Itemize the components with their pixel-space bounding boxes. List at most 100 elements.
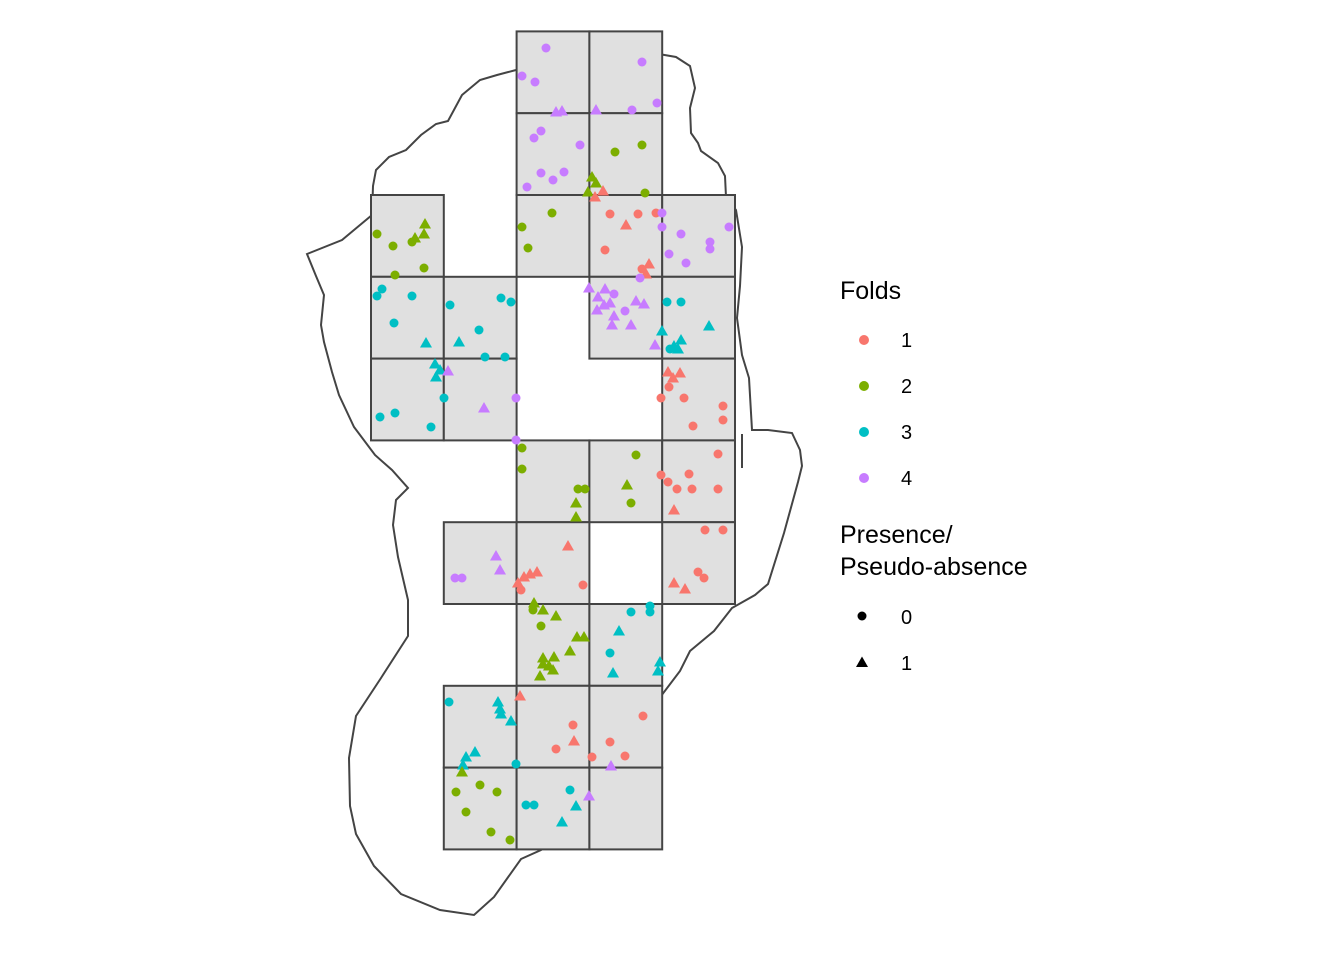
absence-point-61 [480,352,490,362]
absence-point-109 [573,484,583,494]
absence-point-52 [372,291,382,301]
block-c4-r4 [661,357,737,442]
presence-point-183 [556,816,568,827]
absence-point-78 [662,297,672,307]
presence-point-19 [590,177,602,188]
block-c3-r1 [588,112,664,196]
blocks-layer [370,30,737,851]
presence-1-label: 1 [901,653,912,675]
presence-point-73 [625,319,637,330]
absence-point-15 [522,182,532,192]
presence-point-147 [564,645,576,656]
presence-point-130 [512,577,524,588]
presence-point-175 [469,746,481,757]
absence-point-43 [372,229,382,239]
presence-point-83 [672,343,684,354]
absence-point-34 [676,229,686,239]
absence-point-16 [610,147,620,157]
presence-point-4 [550,106,562,117]
absence-point-164 [568,720,578,730]
absence-point-74 [620,306,630,316]
presence-point-81 [703,320,715,331]
presence-point-97 [662,366,674,377]
presence-point-56 [453,336,465,347]
presence-point-139 [679,583,691,594]
absence-point-60 [506,297,516,307]
absence-point-123 [700,525,710,535]
absence-point-44 [388,241,398,251]
block-c2-r8 [515,684,591,769]
presence-point-140 [528,597,540,608]
absence-point-166 [551,744,561,754]
absence-point-51 [377,284,387,294]
absence-point-115 [656,470,666,480]
presence-legend-entry-1: 1 [856,653,912,675]
absence-point-168 [605,737,615,747]
absence-point-187 [451,787,461,797]
presence-point-114 [570,511,582,522]
absence-point-128 [450,573,460,583]
presence-point-160 [654,656,666,667]
absence-point-12 [536,168,546,178]
presence-legend-entry-0: 0 [857,607,912,629]
presence-point-71 [630,295,642,306]
absence-point-59 [496,293,506,303]
absence-point-116 [663,477,673,487]
presence-point-165 [568,735,580,746]
presence-point-94 [478,402,490,413]
absence-point-104 [718,415,728,425]
absence-point-188 [461,807,471,817]
presence-point-162 [514,690,526,701]
absence-point-62 [500,352,510,362]
presence-point-161 [652,665,664,676]
presence-point-131 [518,571,530,582]
fold-4-label: 4 [901,468,912,490]
absence-point-189 [486,827,496,837]
absence-point-45 [407,237,417,247]
absence-point-142 [528,605,538,615]
absence-point-0 [541,43,551,53]
presence-point-86 [429,358,441,369]
fold-4-key [859,473,869,483]
absence-point-170 [444,697,454,707]
presence-point-75 [608,310,620,321]
absence-point-76 [635,273,645,283]
fold-3-label: 3 [901,422,912,444]
presence-point-126 [490,550,502,561]
presence-point-141 [537,604,549,615]
absence-point-37 [724,222,734,232]
absence-point-167 [587,752,597,762]
presence-point-153 [537,652,549,663]
points-layer [372,43,734,845]
absence-point-85 [665,344,675,354]
presence-point-80 [656,325,668,336]
presence-point-28 [643,258,655,269]
absence-point-178 [511,759,521,769]
absence-point-179 [565,785,575,795]
block-c1-r9 [442,766,518,851]
absence-point-47 [419,263,429,273]
presence-point-99 [674,367,686,378]
absence-point-107 [517,464,527,474]
presence-point-172 [494,703,506,714]
presence-point-143 [550,610,562,621]
presence-point-68 [598,299,610,310]
fold-1-key [859,335,869,345]
absence-point-57 [474,325,484,335]
presence-point-23 [589,191,601,202]
absence-point-7 [627,105,637,115]
block-c0-r2 [370,194,445,278]
presence-point-55 [420,337,432,348]
absence-point-24 [605,209,615,219]
presence-point-70 [606,319,618,330]
presence-point-27 [620,219,632,230]
absence-point-105 [688,421,698,431]
presence-legend-title-line-1: Presence/ [840,521,953,549]
absence-point-49 [517,222,527,232]
absence-point-54 [389,318,399,328]
presence-point-174 [505,715,517,726]
presence-point-65 [592,291,604,302]
absence-point-106 [517,443,527,453]
fold-3-key [859,427,869,437]
